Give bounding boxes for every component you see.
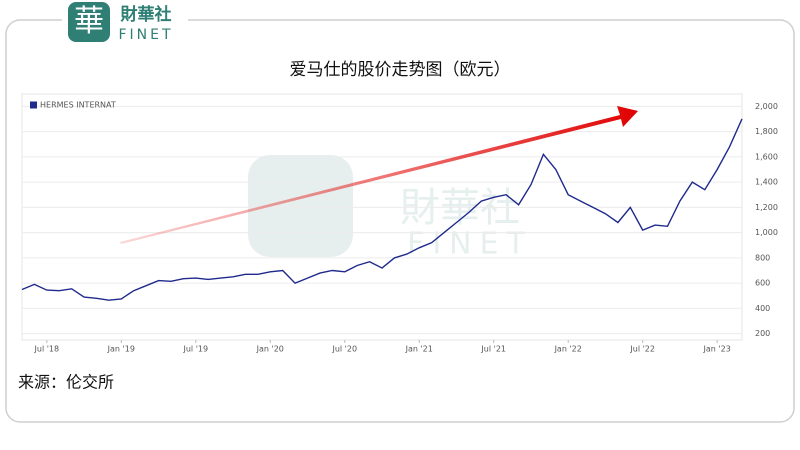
x-tick-label: Jul '21 xyxy=(480,345,506,354)
svg-text:財華社: 財華社 xyxy=(400,185,520,231)
x-tick-label: Jul '20 xyxy=(331,345,357,354)
plot-area xyxy=(21,93,743,341)
legend-swatch xyxy=(30,101,37,109)
x-tick-label: Jan '21 xyxy=(405,345,433,354)
trend-arrow xyxy=(120,106,638,244)
y-tick-label: 1,400 xyxy=(755,178,778,187)
line xyxy=(21,118,743,301)
y-tick-label: 1,000 xyxy=(755,228,778,237)
x-tick-label: Jul '18 xyxy=(34,345,60,354)
logo-en: FINET xyxy=(118,27,173,43)
y-tick-label: 200 xyxy=(755,329,770,338)
logo-icon xyxy=(68,2,110,42)
legend-label: HERMES INTERNAT xyxy=(40,101,116,110)
y-tick-label: 1,200 xyxy=(755,203,778,212)
x-tick-label: Jan '23 xyxy=(703,345,731,354)
x-tick-label: Jan '20 xyxy=(256,345,284,354)
y-tick-label: 800 xyxy=(755,253,770,262)
chart-title: 爱马仕的股价走势图（欧元） xyxy=(290,60,511,80)
y-tick-label: 2,000 xyxy=(755,102,778,111)
y-tick-label: 1,600 xyxy=(755,152,778,161)
source: 来源：伦交所 xyxy=(18,373,114,392)
y-tick-label: 1,800 xyxy=(755,127,778,136)
y-tick-label: 600 xyxy=(755,279,770,288)
x-tick-label: Jan '22 xyxy=(554,345,582,354)
logo-glyph: 華 xyxy=(74,4,104,39)
x-tick-label: Jul '19 xyxy=(183,345,209,354)
logo-name: 財華社 xyxy=(120,4,172,25)
x-tick-label: Jul '22 xyxy=(629,345,655,354)
card xyxy=(5,19,795,423)
svg-text:FINET: FINET xyxy=(407,227,533,262)
y-tick-label: 400 xyxy=(755,304,770,313)
x-tick-label: Jan '19 xyxy=(107,345,135,354)
